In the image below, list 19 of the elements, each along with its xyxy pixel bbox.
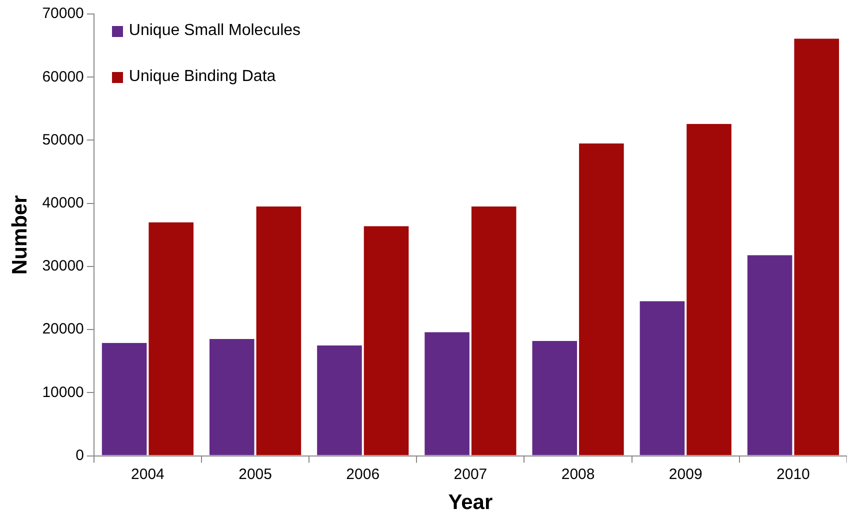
x-tick-label: 2006 <box>346 466 380 483</box>
y-axis-title: Number <box>8 195 32 275</box>
x-axis-title: Year <box>448 491 493 514</box>
legend-label: Unique Binding Data <box>128 68 276 86</box>
y-tick-label: 0 <box>76 446 84 464</box>
y-tick-label: 30000 <box>42 258 84 275</box>
y-tick-label: 10000 <box>42 384 84 401</box>
x-tick-label: 2010 <box>776 466 810 483</box>
y-tick-label: 40000 <box>42 194 84 212</box>
x-tick-label: 2004 <box>131 466 164 483</box>
x-tick-label: 2008 <box>561 466 595 483</box>
x-tick-label: 2007 <box>454 466 488 483</box>
legend-label: Unique Small Molecules <box>128 22 301 40</box>
x-tick-label: 2005 <box>238 466 272 483</box>
y-tick-label: 60000 <box>42 68 84 86</box>
y-tick-label: 50000 <box>42 131 84 148</box>
y-tick-label: 20000 <box>42 320 84 338</box>
y-tick-label: 70000 <box>42 5 84 22</box>
x-tick-label: 2009 <box>668 466 702 483</box>
